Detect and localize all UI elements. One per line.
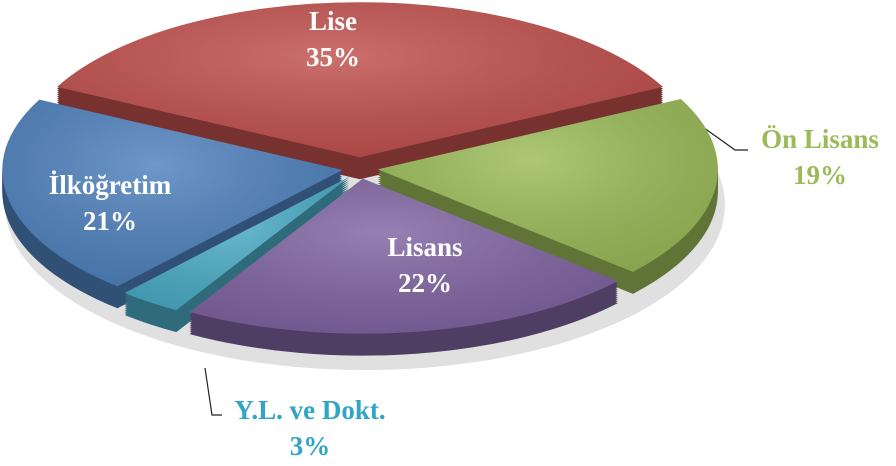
leader-line — [204, 367, 222, 416]
value-label: 35% — [306, 42, 360, 72]
slice-shine — [57, 2, 663, 158]
category-label: Ön Lisans — [761, 124, 879, 154]
value-label: 19% — [793, 160, 847, 190]
category-label: Lisans — [387, 232, 462, 262]
slice-shine — [124, 176, 350, 311]
category-label: Y.L. ve Dokt. — [234, 395, 385, 425]
value-label: 21% — [83, 206, 137, 236]
slice-shine — [2, 99, 343, 287]
category-label: İlköğretim — [49, 170, 172, 200]
leader-line — [699, 124, 748, 151]
value-label: 3% — [290, 431, 331, 461]
value-label: 22% — [398, 268, 452, 298]
slice-shine — [189, 178, 618, 334]
slice-shine — [377, 98, 718, 272]
category-label: Lise — [309, 6, 357, 36]
